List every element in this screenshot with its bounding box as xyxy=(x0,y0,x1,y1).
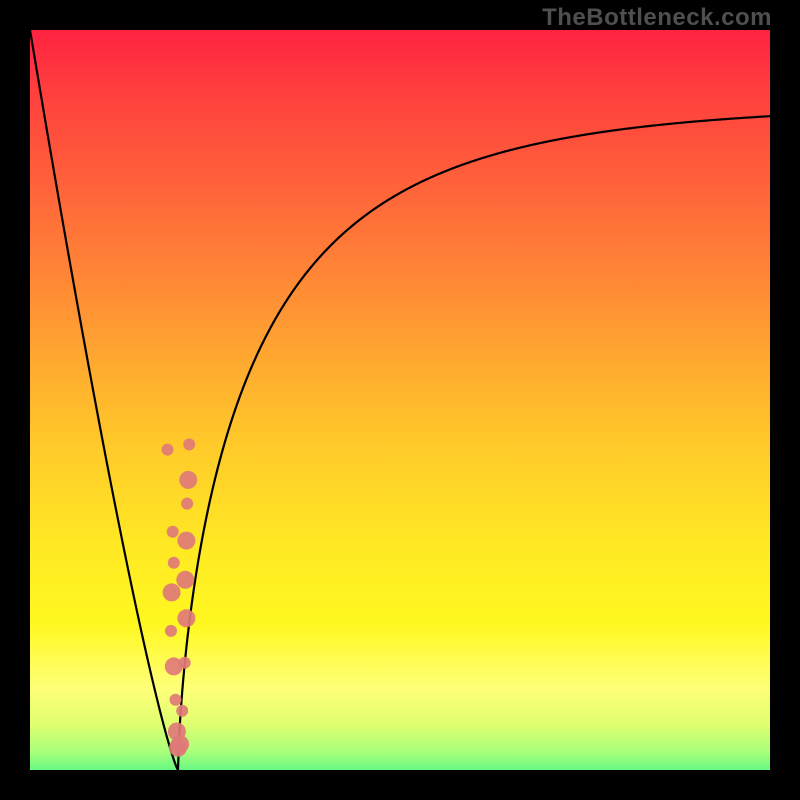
frame-bottom xyxy=(0,770,800,800)
chart-container: TheBottleneck.com xyxy=(0,0,800,800)
watermark-text: TheBottleneck.com xyxy=(542,4,772,32)
gradient-background xyxy=(0,0,800,800)
frame-left xyxy=(0,0,30,800)
frame-right xyxy=(770,0,800,800)
